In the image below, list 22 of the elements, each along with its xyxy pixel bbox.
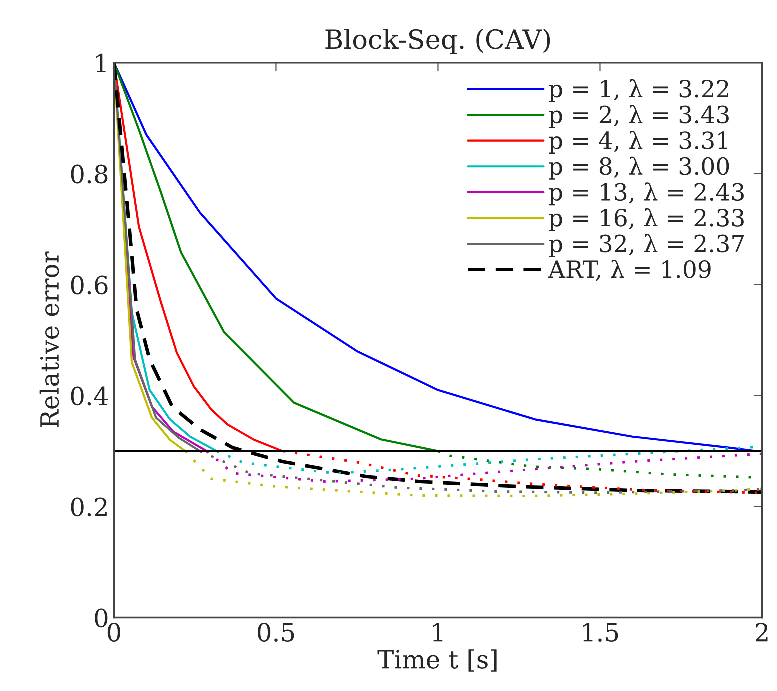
legend-label: p = 16, λ = 2.33 — [549, 208, 744, 232]
y-tick-label: 0.6 — [71, 276, 108, 295]
y-tick-label: 0 — [95, 608, 108, 628]
x-tick-label: 0 — [108, 623, 121, 642]
y-tick-label: 0.8 — [71, 164, 108, 184]
x-tick-label: 2 — [756, 623, 768, 642]
legend-label: p = 32, λ = 2.37 — [549, 234, 744, 258]
legend-label: p = 8, λ = 3.00 — [549, 156, 730, 180]
legend-label: p = 1, λ = 3.22 — [549, 79, 728, 102]
chart-title: Block-Seq. (CAV) — [326, 28, 550, 54]
legend-label: ART, λ = 1.09 — [548, 260, 711, 282]
legend-label: p = 13, λ = 2.43 — [549, 182, 744, 206]
x-tick-label: 1.5 — [583, 623, 618, 642]
x-axis-title: Time t [s] — [378, 650, 497, 672]
y-axis-title: Relative error — [40, 252, 60, 428]
x-tick-label: 0.5 — [258, 623, 294, 642]
y-tick-label: 1 — [96, 54, 106, 72]
legend-label: p = 4, λ = 3.31 — [549, 131, 728, 154]
y-tick-label: 0.2 — [71, 498, 107, 517]
x-tick-label: 1 — [433, 623, 443, 642]
y-tick-label: 0.4 — [71, 386, 108, 406]
legend-label: p = 2, λ = 3.43 — [549, 105, 729, 128]
